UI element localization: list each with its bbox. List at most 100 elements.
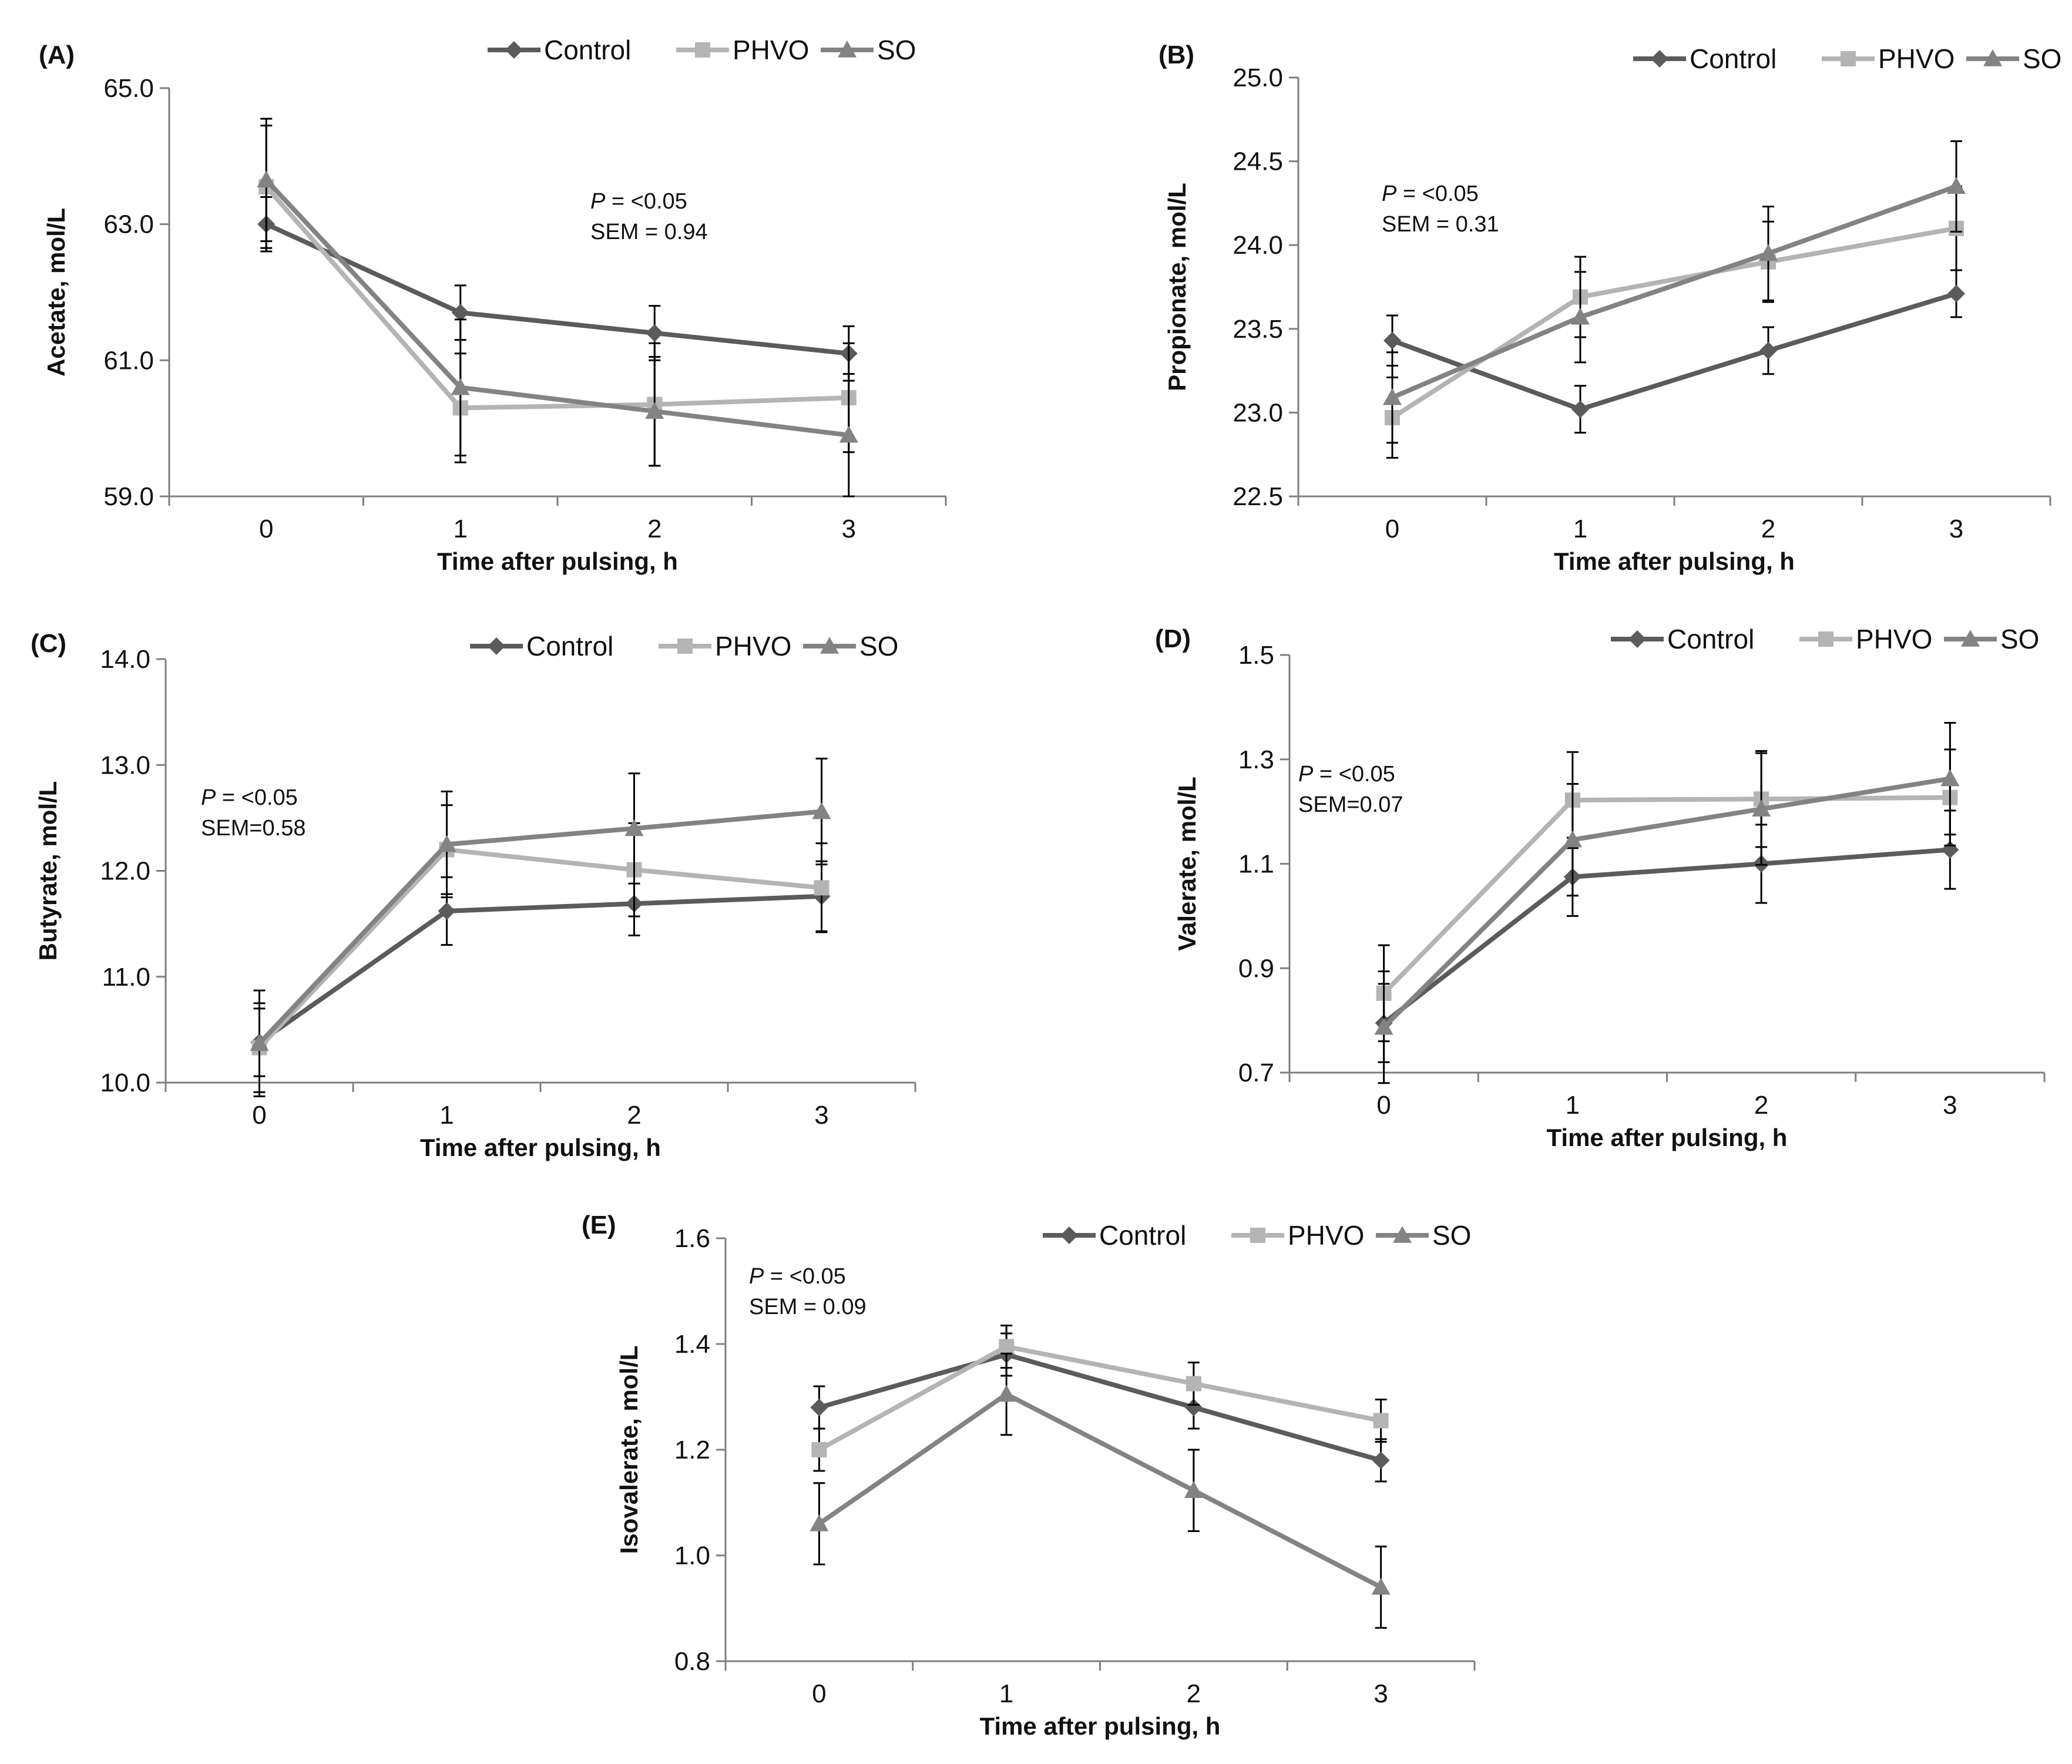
y-tick-label: 1.0 (674, 1541, 710, 1570)
y-tick-label: 10.0 (100, 1069, 150, 1097)
x-tick-label: 1 (454, 515, 468, 543)
data-point-so (1940, 769, 1960, 787)
data-point-so (812, 802, 831, 819)
series-line (265, 222, 849, 356)
x-tick-label: 0 (252, 1101, 266, 1130)
p-value-annotation: P = <0.05 (749, 1264, 846, 1289)
p-value: = <0.05 (1396, 182, 1478, 206)
x-axis-title: Time after pulsing, h (420, 1134, 661, 1161)
p-value: = <0.05 (764, 1264, 845, 1289)
sem-annotation: SEM = 0.31 (1382, 212, 1499, 237)
legend-item-so: SO (1966, 43, 2061, 74)
series-line (1382, 776, 1951, 1029)
chart-panel-c: 10.0 11.0 12.0 13.0 14.0 0 1 2 3 Time after pulsi… (31, 629, 916, 1161)
data-point-so (250, 1034, 269, 1051)
y-tick-label: 0.9 (1238, 954, 1274, 983)
p-value: = <0.05 (605, 189, 687, 214)
series-line (264, 185, 849, 411)
p-label: P (1298, 762, 1314, 787)
series-so (1374, 722, 1960, 1084)
data-point-control (1947, 284, 1965, 303)
y-tick-label: 1.3 (1238, 745, 1274, 774)
legend-label: SO (877, 35, 916, 65)
data-point-control (438, 902, 456, 920)
y-tick-label: 1.1 (1238, 850, 1274, 879)
y-tick-label: 65.0 (103, 74, 154, 103)
series-line (818, 1352, 1382, 1463)
data-point-so (1752, 799, 1771, 817)
legend-marker-phvo (677, 639, 693, 654)
data-point-control (1759, 341, 1777, 359)
legend-label: SO (1432, 1220, 1471, 1251)
data-point-phvo (811, 1442, 827, 1457)
legend-marker-phvo (1250, 1228, 1265, 1243)
legend: Control PHVO SO (488, 35, 916, 65)
y-tick-label: 1.5 (1238, 641, 1274, 670)
series-line (264, 178, 849, 438)
sem-annotation: SEM = 0.09 (749, 1295, 867, 1319)
chart-panel-d: 0.7 0.9 1.1 1.3 1.5 0 1 2 3 Time after pulsing, h… (1155, 624, 2046, 1151)
x-tick-label: 2 (1754, 1091, 1768, 1120)
y-tick-label: 12.0 (100, 857, 150, 886)
legend-item-phvo: PHVO (659, 631, 791, 661)
panel-label: (D) (1155, 624, 1191, 653)
x-tick-label: 2 (1187, 1679, 1201, 1708)
y-tick-label: 14.0 (100, 645, 150, 674)
x-axis-title: Time after pulsing, h (1554, 547, 1795, 575)
y-axis-title: Isovalerate, mol/L (615, 1346, 643, 1554)
y-tick-label: 0.7 (1238, 1059, 1274, 1087)
x-tick-label: 0 (1385, 515, 1399, 543)
data-point-control (1383, 331, 1401, 350)
legend-item-control: Control (470, 631, 613, 661)
p-value-annotation: P = <0.05 (590, 189, 687, 214)
x-tick-label: 0 (259, 515, 273, 543)
legend: Control PHVO SO (1633, 43, 2061, 74)
panel-label: (B) (1158, 41, 1194, 69)
chart-panel-b: 22.5 23.0 23.5 24.0 24.5 25.0 0 1 2 3 Time after p… (1158, 41, 2061, 575)
y-tick-label: 11.0 (102, 963, 150, 992)
x-tick-label: 3 (814, 1101, 828, 1130)
legend-item-phvo: PHVO (1822, 43, 1955, 74)
legend-marker-so (1983, 49, 2002, 66)
data-point-control (646, 324, 664, 342)
x-tick-label: 1 (999, 1679, 1013, 1708)
legend-marker-so (1961, 630, 1980, 647)
y-tick-label: 25.0 (1233, 63, 1283, 92)
legend-label: PHVO (715, 631, 791, 661)
legend-marker-phvo (1841, 51, 1856, 66)
y-tick-label: 59.0 (103, 482, 154, 511)
legend-label: PHVO (1878, 43, 1955, 74)
chart-panel-e: 0.8 1.0 1.2 1.4 1.6 0 1 2 3 Time after pulsing, h… (582, 1211, 1476, 1740)
data-point-control (1571, 400, 1589, 418)
series-control (1383, 269, 1965, 434)
series-so (257, 117, 858, 498)
x-tick-label: 3 (842, 515, 856, 543)
sem-annotation: SEM = 0.94 (590, 220, 708, 244)
legend-item-control: Control (488, 35, 631, 65)
legend-label: PHVO (733, 35, 809, 65)
x-tick-label: 0 (812, 1679, 826, 1708)
y-tick-label: 23.0 (1233, 398, 1283, 427)
data-point-so (437, 835, 456, 852)
p-label: P (201, 785, 216, 810)
legend-marker-so (820, 637, 839, 654)
data-point-so (257, 170, 276, 188)
y-axis-title: Propionate, mol/L (1163, 183, 1191, 391)
legend-label: Control (1690, 43, 1777, 74)
x-tick-label: 2 (627, 1101, 641, 1130)
p-value-annotation: P = <0.05 (1382, 182, 1479, 206)
x-axis-title: Time after pulsing, h (437, 547, 678, 575)
legend-label: SO (2000, 624, 2039, 654)
p-label: P (749, 1264, 764, 1289)
x-tick-label: 3 (1943, 1091, 1957, 1120)
data-point-so (1374, 1017, 1393, 1035)
series-line (257, 809, 822, 1046)
data-point-so (997, 1385, 1016, 1402)
p-label: P (1382, 182, 1397, 206)
legend-label: Control (526, 631, 613, 661)
series-line (258, 893, 822, 1044)
x-tick-label: 2 (647, 515, 661, 543)
series-line (818, 1392, 1382, 1590)
series-so (810, 1352, 1391, 1629)
y-axis-title: Acetate, mol/L (42, 208, 70, 377)
